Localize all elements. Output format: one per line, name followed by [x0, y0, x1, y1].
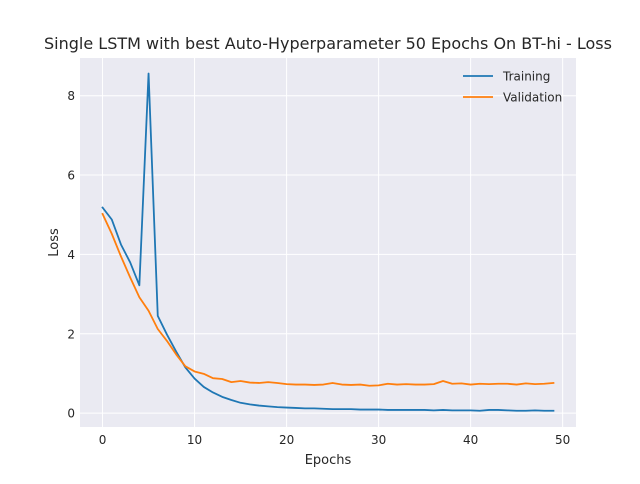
y-tick-label: 8 — [67, 89, 75, 103]
x-tick-label: 40 — [463, 433, 478, 447]
legend-label-training: Training — [502, 70, 550, 84]
series-line-training — [101, 72, 555, 412]
x-tick-label: 50 — [555, 433, 570, 447]
x-tick-label: 10 — [187, 433, 202, 447]
legend: Training Validation — [463, 70, 562, 105]
x-tick-label: 30 — [371, 433, 386, 447]
y-tick-label: 4 — [67, 248, 75, 262]
x-tick-label: 20 — [279, 433, 294, 447]
y-tick-label: 6 — [67, 169, 75, 183]
y-tick-label: 2 — [67, 327, 75, 341]
y-axis-label: Loss — [47, 228, 62, 257]
y-tick-label: 0 — [67, 407, 75, 421]
tick-labels: 0 10 20 30 40 50 0 2 4 6 8 — [67, 89, 570, 447]
series-line-validation — [101, 212, 555, 387]
x-tick-label: 0 — [99, 433, 107, 447]
x-axis-label: Epochs — [305, 453, 352, 468]
plot-area — [80, 58, 576, 427]
grid-lines — [80, 58, 576, 427]
legend-label-validation: Validation — [503, 91, 562, 105]
series-lines — [101, 72, 555, 412]
chart-title: Single LSTM with best Auto-Hyperparamete… — [44, 34, 612, 53]
